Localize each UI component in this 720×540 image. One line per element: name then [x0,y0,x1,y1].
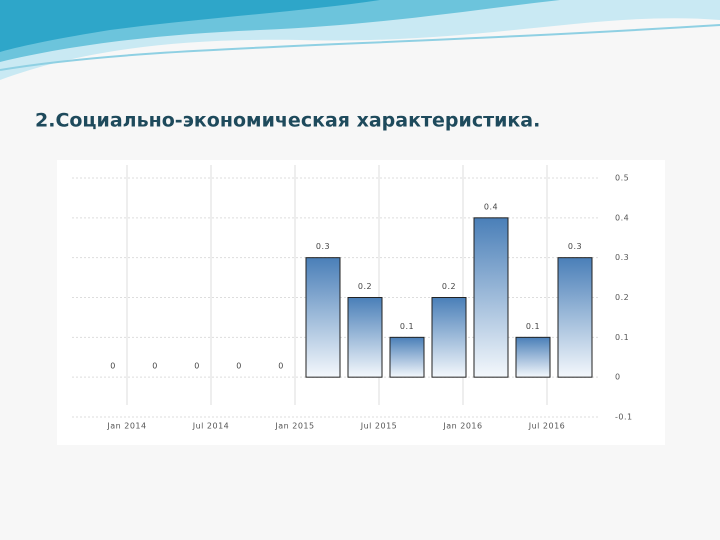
bar [389,336,425,378]
x-tick-label: Jul 2015 [360,422,398,431]
value-label: 0 [236,362,242,371]
bar [473,217,509,378]
chart: -0.1 0 0.1 0.2 0.3 0.4 0.5 Jan 2014 Jul 2014 Jan … [72,165,633,431]
value-label: 0 [278,362,284,371]
top-decoration [0,0,720,80]
bar [305,257,341,378]
bar [515,336,551,378]
y-tick-label: 0.5 [615,174,629,183]
y-tick-label: 0.3 [615,253,629,262]
bar [557,257,593,378]
y-tick-label: 0.4 [615,213,629,222]
value-label: 0 [152,362,158,371]
value-label: 0 [110,362,116,371]
x-tick-label: Jan 2015 [274,422,314,431]
x-tick-label: Jan 2016 [442,422,482,431]
x-tick-label: Jul 2014 [192,422,230,431]
y-tick-label: 0 [615,373,621,382]
y-tick-label: 0.2 [615,293,629,302]
x-tick-label: Jan 2014 [106,422,146,431]
bar [347,297,383,378]
y-tick-label: 0.1 [615,333,629,342]
x-tick-label: Jul 2016 [528,422,566,431]
y-tick-label: -0.1 [615,413,633,422]
bar [431,297,467,378]
slide-title: 2.Социально-экономическая характеристика… [35,110,540,132]
value-label: 0.2 [442,282,456,291]
value-label: 0.1 [400,322,414,331]
value-label: 0.3 [568,242,582,251]
value-label: 0.1 [526,322,540,331]
value-label: 0.4 [484,202,498,211]
value-label: 0.3 [316,242,330,251]
value-label: 0.2 [358,282,372,291]
value-label: 0 [194,362,200,371]
